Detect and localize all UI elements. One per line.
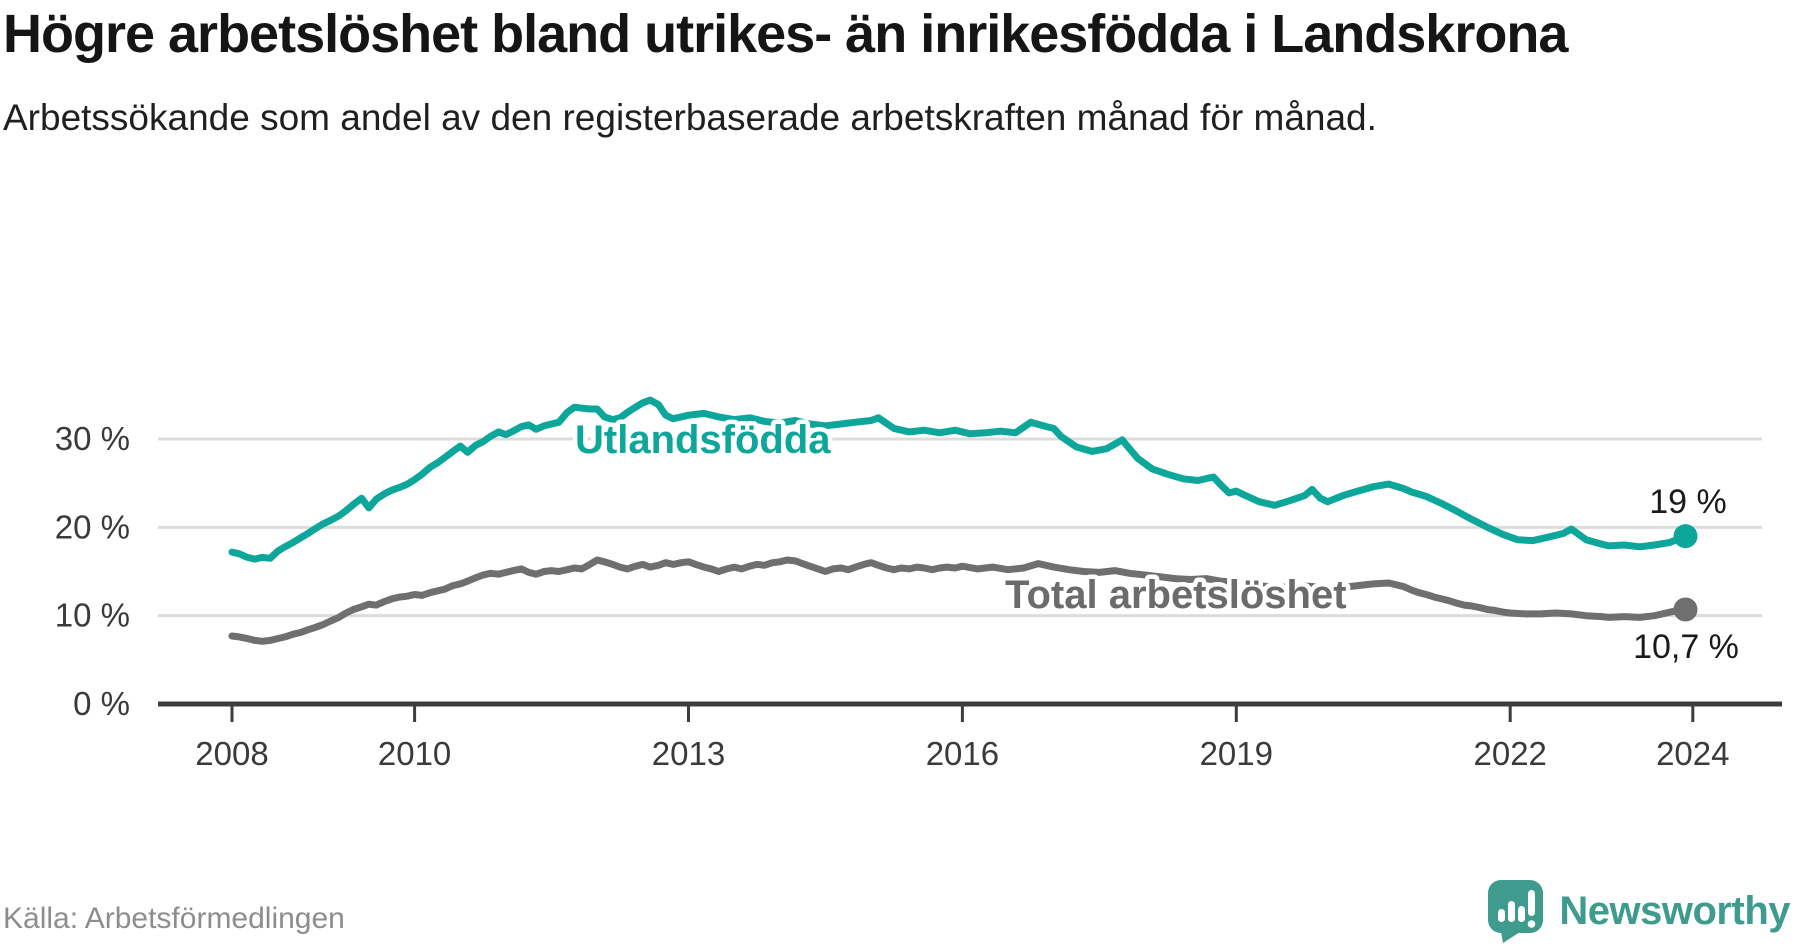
end-value-label-utlandsfodda: 19 % [1649, 483, 1727, 521]
end-dot-total-arbetsloshet [1673, 597, 1698, 622]
x-tick-label-2019: 2019 [1200, 735, 1273, 772]
series-label-total-arbetsloshet: Total arbetslöshet [1005, 573, 1347, 617]
source-note: Källa: Arbetsförmedlingen [3, 902, 345, 935]
newsworthy-brand-link[interactable]: Newsworthy [1487, 878, 1790, 944]
bar-chart-speech-bubble-icon [1488, 880, 1544, 943]
end-value-label-total-arbetsloshet: 10,7 % [1633, 628, 1739, 666]
x-tick-label-2013: 2013 [652, 735, 725, 772]
chart-line-total-arbetsloshet [228, 556, 1689, 645]
chart-subtitle: Arbetssökande som andel av den registerb… [3, 97, 1377, 138]
y-tick-label-10: 10 % [55, 597, 130, 634]
y-tick-label-0: 0 % [73, 685, 130, 722]
y-tick-label-20: 20 % [55, 508, 130, 545]
x-tick-label-2022: 2022 [1473, 735, 1546, 772]
chart-line-utlandsfodda [228, 396, 1689, 563]
brand-name: Newsworthy [1559, 888, 1790, 933]
end-dot-utlandsfodda [1673, 524, 1698, 549]
x-tick-label-2008: 2008 [195, 735, 268, 772]
y-tick-label-30: 30 % [55, 420, 130, 457]
series-label-utlandsfodda: Utlandsfödda [575, 418, 831, 462]
page-title: Högre arbetslöshet bland utrikes- än inr… [3, 4, 1568, 64]
x-tick-label-2024: 2024 [1656, 735, 1729, 772]
chart-header: Högre arbetslöshet bland utrikes- än inr… [3, 2, 1763, 144]
x-tick-label-2010: 2010 [378, 735, 451, 772]
x-tick-label-2016: 2016 [926, 735, 999, 772]
